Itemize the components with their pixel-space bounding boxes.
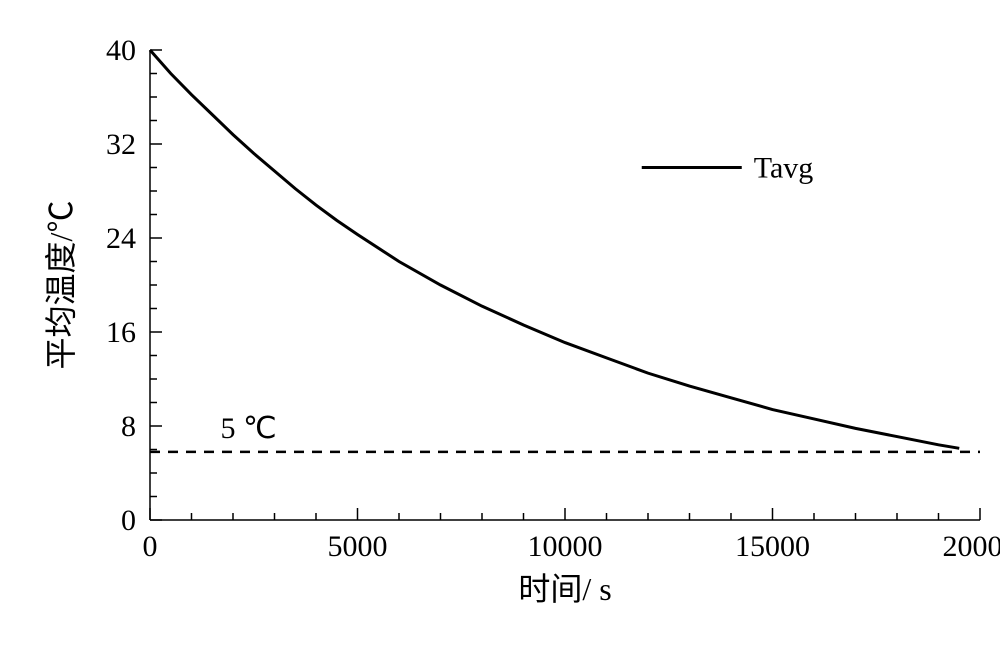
y-tick-label: 32 xyxy=(106,128,136,161)
reference-label: 5 ℃ xyxy=(221,412,277,445)
y-tick-label: 24 xyxy=(106,222,136,255)
series-tavg xyxy=(150,50,959,448)
y-axis-label: 平均温度/℃ xyxy=(43,201,79,370)
x-tick-label: 10000 xyxy=(528,530,603,563)
y-tick-label: 16 xyxy=(106,316,136,349)
x-tick-label: 15000 xyxy=(735,530,810,563)
y-tick-label: 8 xyxy=(121,410,136,443)
x-tick-label: 5000 xyxy=(328,530,388,563)
y-tick-label: 40 xyxy=(106,34,136,67)
line-chart: 0 5000 10000 15000 20000 0 8 16 24 32 40 时间/ s 平均温度/… xyxy=(20,20,1000,636)
chart-container: 0 5000 10000 15000 20000 0 8 16 24 32 40 时间/ s 平均温度/… xyxy=(20,20,1000,636)
x-tick-label: 0 xyxy=(143,530,158,563)
x-axis-label: 时间/ s xyxy=(518,571,611,607)
y-tick-label: 0 xyxy=(121,504,136,537)
legend-label: Tavg xyxy=(754,152,814,185)
x-tick-label: 20000 xyxy=(943,530,1000,563)
